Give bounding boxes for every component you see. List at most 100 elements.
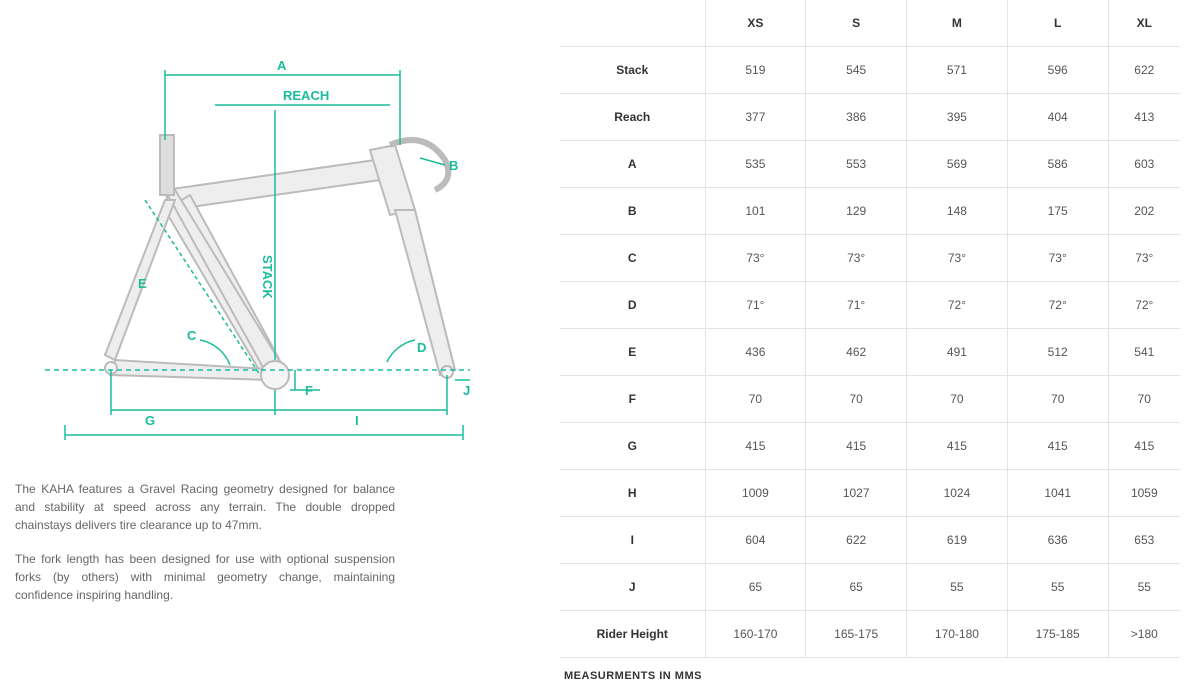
table-cell: 622 <box>806 517 907 564</box>
col-header: S <box>806 0 907 47</box>
table-cell: 72° <box>907 282 1008 329</box>
table-cell: 71° <box>806 282 907 329</box>
table-cell: 73° <box>907 235 1008 282</box>
table-cell: 71° <box>705 282 806 329</box>
row-header: Stack <box>560 47 705 94</box>
table-cell: 70 <box>1108 376 1180 423</box>
table-cell: 129 <box>806 188 907 235</box>
row-header: Rider Height <box>560 611 705 658</box>
bike-geometry-diagram: A REACH STACK B C D E F G I H J <box>15 40 475 440</box>
table-row: H10091027102410411059 <box>560 470 1180 517</box>
dim-label-d: D <box>417 340 426 355</box>
row-header: H <box>560 470 705 517</box>
table-row: Stack519545571596622 <box>560 47 1180 94</box>
table-cell: 415 <box>705 423 806 470</box>
table-header-row: XS S M L XL <box>560 0 1180 47</box>
table-cell: 541 <box>1108 329 1180 376</box>
table-cell: 636 <box>1007 517 1108 564</box>
description-paragraph-1: The KAHA features a Gravel Racing geomet… <box>15 480 395 534</box>
table-cell: 596 <box>1007 47 1108 94</box>
table-cell: 175 <box>1007 188 1108 235</box>
table-cell: 65 <box>806 564 907 611</box>
table-cell: 619 <box>907 517 1008 564</box>
table-row: Rider Height160-170165-175170-180175-185… <box>560 611 1180 658</box>
table-cell: 160-170 <box>705 611 806 658</box>
table-cell: 519 <box>705 47 806 94</box>
dim-label-reach: REACH <box>283 88 329 103</box>
table-cell: 1059 <box>1108 470 1180 517</box>
row-header: B <box>560 188 705 235</box>
table-cell: 1009 <box>705 470 806 517</box>
table-row: J6565555555 <box>560 564 1180 611</box>
table-cell: 170-180 <box>907 611 1008 658</box>
table-row: A535553569586603 <box>560 141 1180 188</box>
table-cell: 72° <box>1108 282 1180 329</box>
table-cell: 377 <box>705 94 806 141</box>
dim-label-f: F <box>305 383 313 398</box>
table-cell: 1024 <box>907 470 1008 517</box>
dim-label-a: A <box>277 58 287 73</box>
table-cell: 545 <box>806 47 907 94</box>
table-cell: 415 <box>1108 423 1180 470</box>
table-cell: 73° <box>806 235 907 282</box>
table-row: D71°71°72°72°72° <box>560 282 1180 329</box>
table-cell: >180 <box>1108 611 1180 658</box>
table-cell: 415 <box>907 423 1008 470</box>
table-cell: 73° <box>1007 235 1108 282</box>
table-cell: 70 <box>1007 376 1108 423</box>
row-header: Reach <box>560 94 705 141</box>
row-header: I <box>560 517 705 564</box>
table-cell: 55 <box>1007 564 1108 611</box>
table-cell: 65 <box>705 564 806 611</box>
row-header: F <box>560 376 705 423</box>
table-cell: 386 <box>806 94 907 141</box>
table-cell: 604 <box>705 517 806 564</box>
table-cell: 491 <box>907 329 1008 376</box>
dim-label-g: G <box>145 413 155 428</box>
table-cell: 70 <box>705 376 806 423</box>
table-row: E436462491512541 <box>560 329 1180 376</box>
col-header: XS <box>705 0 806 47</box>
table-cell: 395 <box>907 94 1008 141</box>
table-cell: 1027 <box>806 470 907 517</box>
row-header: C <box>560 235 705 282</box>
table-cell: 73° <box>1108 235 1180 282</box>
table-cell: 415 <box>806 423 907 470</box>
table-row: G415415415415415 <box>560 423 1180 470</box>
dim-label-c: C <box>187 328 197 343</box>
col-header: L <box>1007 0 1108 47</box>
table-row: F7070707070 <box>560 376 1180 423</box>
col-header: M <box>907 0 1008 47</box>
table-cell: 512 <box>1007 329 1108 376</box>
table-cell: 175-185 <box>1007 611 1108 658</box>
table-cell: 72° <box>1007 282 1108 329</box>
table-row: Reach377386395404413 <box>560 94 1180 141</box>
table-cell: 571 <box>907 47 1008 94</box>
measurements-footnote: MEASURMENTS IN MMS <box>564 670 1180 682</box>
dim-label-b: B <box>449 158 458 173</box>
table-cell: 653 <box>1108 517 1180 564</box>
table-cell: 70 <box>907 376 1008 423</box>
dim-label-stack: STACK <box>260 255 275 299</box>
table-cell: 603 <box>1108 141 1180 188</box>
table-cell: 101 <box>705 188 806 235</box>
table-row: B101129148175202 <box>560 188 1180 235</box>
table-cell: 622 <box>1108 47 1180 94</box>
table-cell: 462 <box>806 329 907 376</box>
table-row: I604622619636653 <box>560 517 1180 564</box>
row-header: G <box>560 423 705 470</box>
table-cell: 148 <box>907 188 1008 235</box>
table-cell: 586 <box>1007 141 1108 188</box>
col-header: XL <box>1108 0 1180 47</box>
row-header: A <box>560 141 705 188</box>
dim-label-j: J <box>463 383 470 398</box>
description-paragraph-2: The fork length has been designed for us… <box>15 550 395 604</box>
table-cell: 70 <box>806 376 907 423</box>
row-header: E <box>560 329 705 376</box>
table-cell: 404 <box>1007 94 1108 141</box>
table-corner-cell <box>560 0 705 47</box>
table-cell: 553 <box>806 141 907 188</box>
table-cell: 436 <box>705 329 806 376</box>
description-block: The KAHA features a Gravel Racing geomet… <box>15 480 395 604</box>
table-cell: 55 <box>907 564 1008 611</box>
